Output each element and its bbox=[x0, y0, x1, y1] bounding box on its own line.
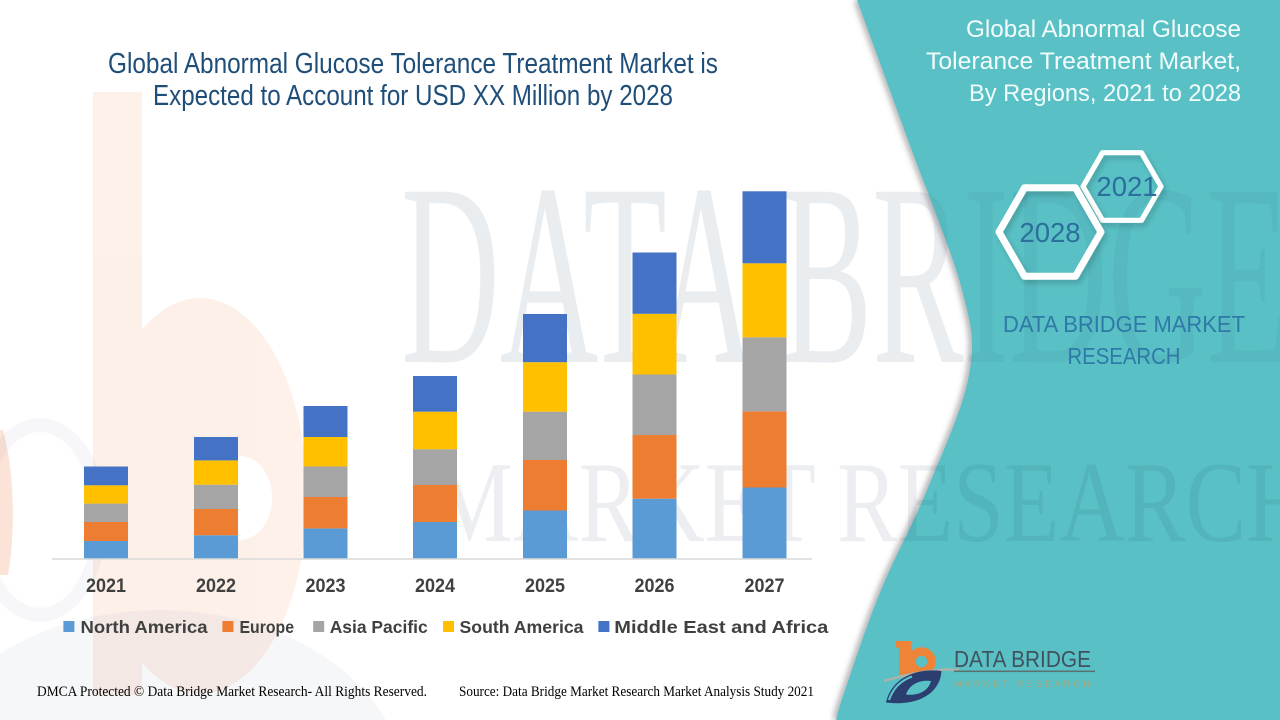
svg-text:Middle East and Africa: Middle East and Africa bbox=[614, 617, 828, 637]
svg-text:2022: 2022 bbox=[196, 575, 236, 597]
svg-text:DATA BRIDGE MARKET: DATA BRIDGE MARKET bbox=[1003, 311, 1245, 337]
svg-text:2021: 2021 bbox=[1096, 171, 1157, 202]
svg-text:North America: North America bbox=[81, 617, 208, 637]
svg-text:2021: 2021 bbox=[86, 575, 126, 597]
svg-text:Expected to Account for USD XX: Expected to Account for USD XX Million b… bbox=[153, 80, 673, 112]
svg-text:2023: 2023 bbox=[306, 575, 346, 597]
svg-text:2027: 2027 bbox=[745, 575, 785, 597]
svg-text:Global Abnormal Glucose Tolera: Global Abnormal Glucose Tolerance Treatm… bbox=[108, 48, 718, 80]
svg-text:2026: 2026 bbox=[635, 575, 675, 597]
svg-text:DATA BRIDGE: DATA BRIDGE bbox=[954, 646, 1091, 672]
svg-text:Tolerance Treatment Market,: Tolerance Treatment Market, bbox=[926, 48, 1241, 75]
svg-text:Europe: Europe bbox=[240, 617, 295, 637]
svg-text:2024: 2024 bbox=[415, 575, 455, 597]
svg-text:RESEARCH: RESEARCH bbox=[1068, 343, 1181, 369]
svg-text:MARKET RESEARCH: MARKET RESEARCH bbox=[954, 679, 1093, 690]
svg-text:2028: 2028 bbox=[1019, 217, 1080, 248]
svg-text:Asia Pacific: Asia Pacific bbox=[330, 617, 428, 637]
svg-text:Source: Data Bridge Market Res: Source: Data Bridge Market Research Mark… bbox=[459, 684, 814, 700]
svg-text:South America: South America bbox=[460, 617, 584, 637]
svg-text:Global Abnormal Glucose: Global Abnormal Glucose bbox=[966, 16, 1241, 43]
svg-text:DMCA Protected © Data Bridge M: DMCA Protected © Data Bridge Market Rese… bbox=[37, 684, 427, 700]
svg-text:By Regions, 2021 to 2028: By Regions, 2021 to 2028 bbox=[969, 80, 1241, 107]
svg-text:2025: 2025 bbox=[525, 575, 565, 597]
